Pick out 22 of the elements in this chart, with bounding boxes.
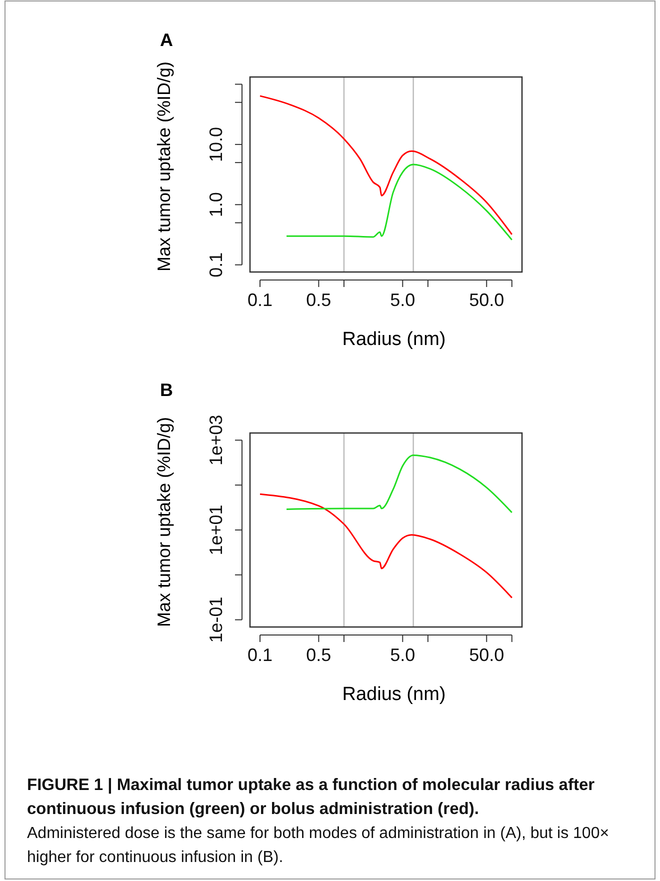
x-tick-label: 0.1 <box>247 644 273 665</box>
y-tick-label: 1e-01 <box>206 596 226 643</box>
x-tick-label: 0.1 <box>247 290 273 310</box>
caption: FIGURE 1 | Maximal tumor uptake as a function of molecular radius after continuous infusion (green) or bolus administration (red). <box>27 776 596 818</box>
x-tick-label: 0.5 <box>306 644 332 665</box>
text: Administered dose is the same for both modes of administration in (A), but is 100× higher for continuous infusion in (B). <box>27 825 610 866</box>
y-tick-label: 0.1 <box>206 252 226 278</box>
x-tick-label: 5.0 <box>390 644 416 665</box>
x-axis-title: Radius (nm) <box>342 684 446 705</box>
x-tick-label: 50.0 <box>469 644 504 665</box>
y-tick-label: 1e+01 <box>206 504 226 556</box>
x-tick-label: 0.5 <box>306 290 332 310</box>
y-tick-label: 10.0 <box>206 126 226 162</box>
x-tick-label: 50.0 <box>469 290 504 310</box>
chart-title: A <box>160 30 173 50</box>
x-tick-label: 5.0 <box>390 290 416 310</box>
chart-title: B <box>160 380 173 400</box>
y-axis-title: Max tumor uptake (%ID/g) <box>154 416 174 628</box>
x-axis-title: Radius (nm) <box>342 329 446 350</box>
y-axis-title: Max tumor uptake (%ID/g) <box>154 61 174 272</box>
y-tick-label: 1.0 <box>206 192 226 218</box>
y-tick-label: 1e+03 <box>206 414 226 466</box>
